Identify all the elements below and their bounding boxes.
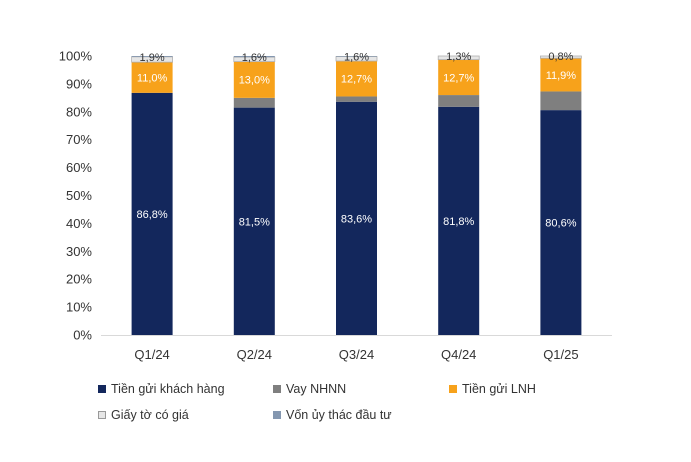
data-label: 12,7% (341, 74, 372, 86)
bar-segment (233, 56, 275, 58)
y-tick-label: 60% (66, 160, 92, 175)
data-label: 1,9% (140, 52, 165, 64)
axes: 0% 10% 20% 30% 40% 50% 60% 70% 80% 90% 100% Q1/24 Q2… (59, 49, 612, 362)
x-tick-label: Q2/24 (237, 347, 272, 362)
y-tick-label: 70% (66, 132, 92, 147)
y-tick-label: 40% (66, 216, 92, 231)
bar-segment (131, 62, 173, 93)
data-label: 83,6% (341, 213, 372, 225)
legend-label-giay-to-co-gia: Giấy tờ có giá (111, 408, 189, 422)
y-tick-label: 80% (66, 104, 92, 119)
legend-item-vay-nhnn: Vay NHNN (273, 382, 449, 396)
data-label: 81,8% (443, 216, 474, 228)
data-label: 1,6% (344, 52, 369, 64)
data-labels: 86,8% 11,0% 1,9% 81,5% 13,0% 1,6% 83,6% 12,7% 1,… (136, 51, 576, 230)
bars (131, 55, 582, 336)
bar-segment (336, 56, 377, 57)
bar-segment (336, 96, 377, 102)
y-tick-label: 100% (59, 49, 93, 64)
data-label: 1,6% (242, 52, 267, 64)
legend-swatch-von-uy-thac-dau-tu (273, 411, 281, 419)
x-tick-label: Q3/24 (339, 347, 374, 362)
legend-label-vay-nhnn: Vay NHNN (286, 382, 347, 396)
y-tick-label: 20% (66, 272, 92, 287)
legend-row-2: Giấy tờ có giá Vốn ủy thác đầu tư (98, 402, 658, 428)
bar-segment (131, 92, 173, 335)
bar-segment (540, 110, 582, 335)
legend-label-von-uy-thac-dau-tu: Vốn ủy thác đầu tư (286, 408, 392, 422)
y-tick-label: 10% (66, 300, 92, 315)
bar-segment (336, 101, 377, 335)
bar-segment (233, 107, 275, 336)
bar-segment (233, 61, 275, 98)
bar-segment (336, 61, 377, 97)
legend-swatch-tien-gui-khach-hang (98, 385, 106, 393)
bar-segment (438, 59, 480, 96)
x-tick-label: Q1/25 (543, 347, 578, 362)
data-label: 81,5% (239, 216, 270, 228)
data-label: 0,8% (548, 51, 573, 63)
legend-swatch-tien-gui-lnh (449, 385, 457, 393)
legend-swatch-giay-to-co-gia (98, 411, 106, 419)
bar-segment (131, 56, 173, 57)
legend-label-tien-gui-khach-hang: Tiền gửi khách hàng (111, 382, 225, 396)
y-tick-label: 0% (73, 328, 92, 343)
legend-item-giay-to-co-gia: Giấy tờ có giá (98, 408, 273, 422)
legend: Tiền gửi khách hàng Vay NHNN Tiền gửi LN… (98, 376, 658, 428)
data-label: 12,7% (443, 72, 474, 84)
legend-item-tien-gui-khach-hang: Tiền gửi khách hàng (98, 382, 273, 396)
data-label: 86,8% (136, 209, 167, 221)
y-tick-label: 50% (66, 188, 92, 203)
bar-segment (438, 95, 480, 107)
bar-segment (437, 55, 480, 61)
legend-item-von-uy-thac-dau-tu: Vốn ủy thác đầu tư (273, 408, 392, 422)
legend-row-1: Tiền gửi khách hàng Vay NHNN Tiền gửi LN… (98, 376, 658, 402)
bar-segment (438, 106, 480, 335)
bar-segment (233, 97, 275, 108)
legend-item-tien-gui-lnh: Tiền gửi LNH (449, 382, 536, 396)
data-label: 11,9% (546, 70, 577, 82)
y-tick-label: 90% (66, 76, 92, 91)
bar-segment (540, 91, 582, 111)
bar-segment (131, 56, 174, 63)
data-label: 80,6% (545, 218, 576, 230)
y-tick-label: 30% (66, 244, 92, 259)
bar-segment (540, 55, 582, 59)
legend-swatch-vay-nhnn (273, 385, 281, 393)
data-label: 13,0% (239, 75, 270, 87)
legend-label-tien-gui-lnh: Tiền gửi LNH (462, 382, 536, 396)
x-tick-label: Q4/24 (441, 347, 476, 362)
data-label: 1,3% (446, 51, 471, 63)
bar-segment (540, 58, 582, 92)
x-tick-label: Q1/24 (134, 347, 169, 362)
data-label: 11,0% (137, 72, 168, 84)
